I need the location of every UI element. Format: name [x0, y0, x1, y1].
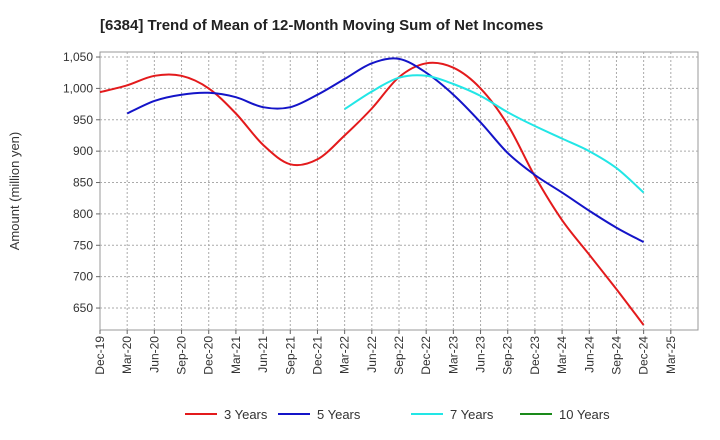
y-tick-label: 800 [73, 207, 93, 221]
legend-label: 3 Years [224, 407, 268, 422]
x-tick-label: Dec-24 [637, 336, 651, 375]
x-tick-label: Dec-23 [528, 336, 542, 375]
legend-label: 7 Years [450, 407, 494, 422]
x-tick-label: Jun-24 [582, 336, 596, 373]
chart-title: [6384] Trend of Mean of 12-Month Moving … [100, 17, 543, 34]
x-tick-label: Sep-22 [392, 336, 406, 375]
y-tick-label: 900 [73, 144, 93, 158]
series-line-3 [344, 74, 645, 194]
x-tick-label: Dec-21 [310, 336, 324, 375]
x-tick-label: Mar-22 [338, 336, 352, 374]
x-tick-label: Mar-21 [229, 336, 243, 374]
x-tick-label: Sep-24 [609, 336, 623, 375]
x-tick-label: Dec-22 [419, 336, 433, 375]
y-tick-label: 750 [73, 238, 93, 252]
x-tick-label: Jun-22 [365, 336, 379, 373]
legend: 3 Years 5 Years 7 Years 10 Years [185, 407, 610, 422]
x-tick-label: Sep-23 [501, 336, 515, 375]
x-tick-label: Sep-21 [283, 336, 297, 375]
x-tick-label: Jun-21 [256, 336, 270, 373]
x-tick-label: Mar-20 [120, 336, 134, 374]
x-axis-ticks: Dec-19 Mar-20 Jun-20 Sep-20 Dec-20 Mar-21 Jun-… [93, 330, 678, 375]
y-tick-label: 850 [73, 176, 93, 190]
series-line-1 [99, 61, 645, 326]
y-tick-label: 1,050 [63, 50, 93, 64]
y-tick-label: 1,000 [63, 81, 93, 95]
legend-label: 5 Years [317, 407, 361, 422]
y-tick-label: 650 [73, 301, 93, 315]
y-tick-label: 950 [73, 113, 93, 127]
series-line-2 [126, 57, 645, 243]
x-tick-label: Mar-23 [446, 336, 460, 374]
x-tick-label: Mar-25 [664, 336, 678, 374]
x-tick-label: Dec-20 [202, 336, 216, 375]
plot-area [99, 51, 699, 331]
x-tick-label: Jun-20 [147, 336, 161, 373]
y-tick-label: 700 [73, 270, 93, 284]
y-axis-ticks: 650 700 750 800 850 900 950 1,000 1,050 [63, 50, 100, 315]
x-tick-label: Sep-20 [175, 336, 189, 375]
y-axis-title: Amount (million yen) [7, 132, 22, 251]
x-tick-label: Dec-19 [93, 336, 107, 375]
x-tick-label: Jun-23 [474, 336, 488, 373]
series-lines [99, 57, 645, 326]
legend-label: 10 Years [559, 407, 610, 422]
x-tick-label: Mar-24 [555, 336, 569, 374]
